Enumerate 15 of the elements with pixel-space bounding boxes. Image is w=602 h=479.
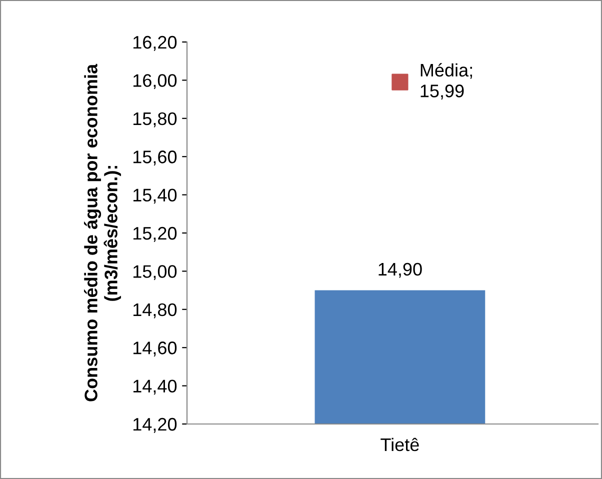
data-label: 14,90 — [378, 262, 422, 278]
x-tick-label: Tietê — [380, 438, 419, 452]
y-tick-label: 14,40 — [133, 380, 177, 395]
y-tick-label: 15,60 — [133, 150, 177, 166]
y-tick-label: 15,20 — [133, 226, 177, 242]
y-tick-label: 15,80 — [133, 112, 177, 128]
y-tick-label: 16,00 — [133, 74, 177, 90]
y-tick-label: 16,20 — [133, 36, 177, 51]
y-tick-label: 14,80 — [133, 303, 177, 318]
y-tick-label: 15,40 — [133, 188, 177, 204]
y-tick-label: 15,00 — [133, 265, 177, 280]
y-tick-label: 14,60 — [133, 342, 177, 356]
data-label: Média; 15,99 — [420, 63, 472, 100]
y-axis-title: Consumo médio de água por economia (m3/mês/econ.): — [84, 64, 121, 402]
y-tick-label: 14,20 — [133, 418, 177, 433]
